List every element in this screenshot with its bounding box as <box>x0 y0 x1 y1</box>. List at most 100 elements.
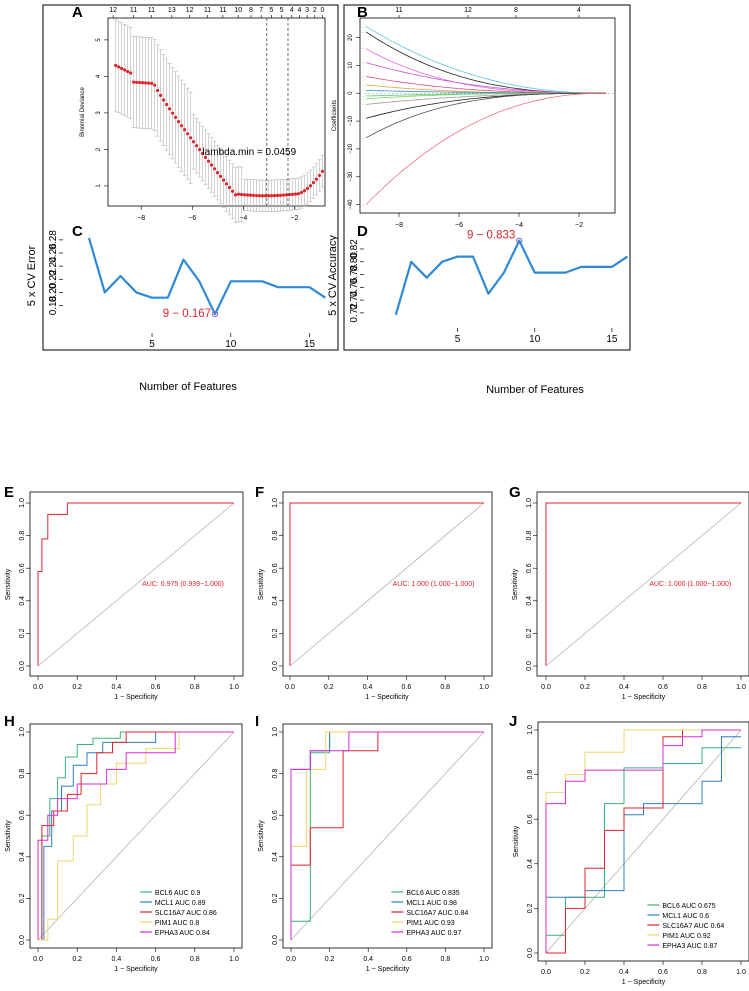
path-marker: · <box>362 94 364 100</box>
deviance-point <box>284 193 289 197</box>
y-tick-label: 0.4 <box>272 596 279 606</box>
y-tick-label: 0.6 <box>526 563 533 573</box>
deviance-point <box>135 80 139 84</box>
panel-g: G 0.0 0.0 0.2 0.2 0.4 0.4 0.6 0.6 0.8 0.8 1.0 1.0 1 −… <box>509 484 749 701</box>
y-tick-label: −40 <box>348 199 354 210</box>
top-tick-label: 11 <box>130 7 137 14</box>
x-tick-label: 0.4 <box>363 956 373 963</box>
deviance-point <box>182 128 187 132</box>
deviance-point <box>320 169 325 173</box>
deviance-point <box>242 193 247 197</box>
path-marker: · <box>362 88 364 94</box>
deviance-point <box>156 88 160 93</box>
x-tick-label: 0.6 <box>658 969 668 976</box>
top-tick-label: 4 <box>298 7 302 14</box>
y-tick-label: 0.78 <box>349 264 360 284</box>
optimum-label: 9 − 0.833 <box>467 230 515 242</box>
y-tick-label: 0.76 <box>349 277 360 297</box>
y-axis-label: Sensitivity <box>512 568 519 600</box>
top-tick-label: 12 <box>464 7 472 14</box>
deviance-point <box>221 178 226 182</box>
x-tick-label: −2 <box>290 215 298 222</box>
x-tick-label: 0.0 <box>33 684 43 691</box>
legend-label: MCL1 AUC 0.6 <box>662 913 709 920</box>
legend-label: PIM1 AUC 0.93 <box>406 920 454 927</box>
top-tick-label: 10 <box>234 7 242 14</box>
panel-j: J 0.0 0.0 0.2 0.2 0.4 0.4 0.6 0.6 0.8 0.8 1.0 1.0 1 −… <box>509 713 749 986</box>
y-tick-label: 0.6 <box>527 814 534 824</box>
legend-label: PIM1 AUC 0.92 <box>662 933 710 940</box>
y-tick-label: 0.2 <box>272 628 279 638</box>
y-tick-label: 4 <box>96 74 102 78</box>
optimum-marker <box>516 237 523 244</box>
top-tick-label: 7 <box>259 7 263 14</box>
panel-f: F 0.0 0.0 0.2 0.2 0.4 0.4 0.6 0.6 0.8 0.8 1.0 1.0 1 −… <box>255 484 493 701</box>
deviance-point <box>317 173 322 178</box>
x-tick-label: 1.0 <box>479 956 489 963</box>
y-tick-label: 1.0 <box>19 498 26 508</box>
top-tick-label: 5 <box>280 7 284 14</box>
y-axis-label: 5 x CV Error <box>26 245 38 306</box>
coefficient-path <box>365 92 606 205</box>
y-tick-label: 0.2 <box>526 628 533 638</box>
y-tick-label: 0.26 <box>48 243 59 263</box>
y-tick-label: 0.0 <box>19 661 26 671</box>
deviance-point <box>272 194 277 198</box>
x-tick-label: 0.8 <box>697 684 707 691</box>
x-tick-label: 0.8 <box>190 956 200 963</box>
roc-curve-mcl1 <box>38 731 234 941</box>
deviance-point <box>147 81 151 85</box>
diagonal-reference <box>545 729 742 954</box>
legend-label: PIM1 AUC 0.8 <box>155 920 199 927</box>
panel-letter-f: F <box>255 484 264 501</box>
deviance-point <box>263 194 268 198</box>
top-tick-label: 8 <box>249 7 253 14</box>
y-tick-label: 0.2 <box>527 903 534 913</box>
deviance-point <box>305 186 310 191</box>
y-tick-label: 0.2 <box>19 893 26 903</box>
deviance-point <box>257 194 262 198</box>
deviance-point <box>302 189 307 193</box>
y-tick-label: 0.24 <box>48 256 59 276</box>
deviance-point <box>123 68 127 72</box>
deviance-point <box>203 155 208 159</box>
y-axis-label: Sensitivity <box>258 820 265 852</box>
deviance-point <box>227 185 232 190</box>
y-tick-label: 1.0 <box>272 498 279 508</box>
deviance-point <box>230 189 235 193</box>
deviance-point <box>150 81 154 85</box>
x-tick-label: −4 <box>515 222 523 229</box>
panel-i: I 0.0 0.0 0.2 0.2 0.4 0.4 0.6 0.6 0.8 0.8 1.0 1.0 1 −… <box>255 713 493 973</box>
deviance-point <box>162 98 166 102</box>
x-tick-label: 0.4 <box>619 684 629 691</box>
top-tick-label: 4 <box>290 7 294 14</box>
deviance-point <box>117 65 121 69</box>
x-tick-label: 0.6 <box>402 684 412 691</box>
y-axis-label: Sensitivity <box>5 820 12 852</box>
path-marker: · <box>362 136 364 142</box>
auc-label: AUC: 0.975 (0.939−1.000) <box>142 581 224 588</box>
y-tick-label: 1.0 <box>526 498 533 508</box>
deviance-point <box>251 193 256 198</box>
panel-d: D 5 10 15 0.720.740.760.780.800.82 5 x CV Acc… <box>327 4 631 351</box>
x-tick-label: −8 <box>137 215 145 222</box>
y-tick-label: 0.0 <box>527 948 534 958</box>
deviance-point <box>197 148 202 152</box>
y-tick-label: 0.0 <box>272 935 279 945</box>
legend-label: BCL6 AUC 0.835 <box>406 890 459 897</box>
coefficient-path <box>365 26 606 94</box>
deviance-point <box>287 193 292 197</box>
optimum-marker <box>211 310 219 318</box>
y-tick-label: 0.4 <box>19 852 26 862</box>
deviance-point <box>239 192 244 197</box>
y-tick-label: 0.4 <box>527 859 534 869</box>
x-tick-label: 0.4 <box>112 956 122 963</box>
panel-b: B −8 −6 −4 −2 −40 −30 −20 −10 0 10 20 11 12 8 4 Coeffici… <box>332 4 616 229</box>
deviance-point <box>165 102 169 107</box>
y-tick-label: 0.18 <box>48 295 59 315</box>
x-tick-label: −4 <box>239 215 247 222</box>
x-tick-label: −6 <box>455 222 463 229</box>
y-axis-label: Binomial Deviance <box>80 86 86 136</box>
panel-h: H 0.0 0.0 0.2 0.2 0.4 0.4 0.6 0.6 0.8 0.8 1.0 1.0 1 −… <box>4 713 243 973</box>
